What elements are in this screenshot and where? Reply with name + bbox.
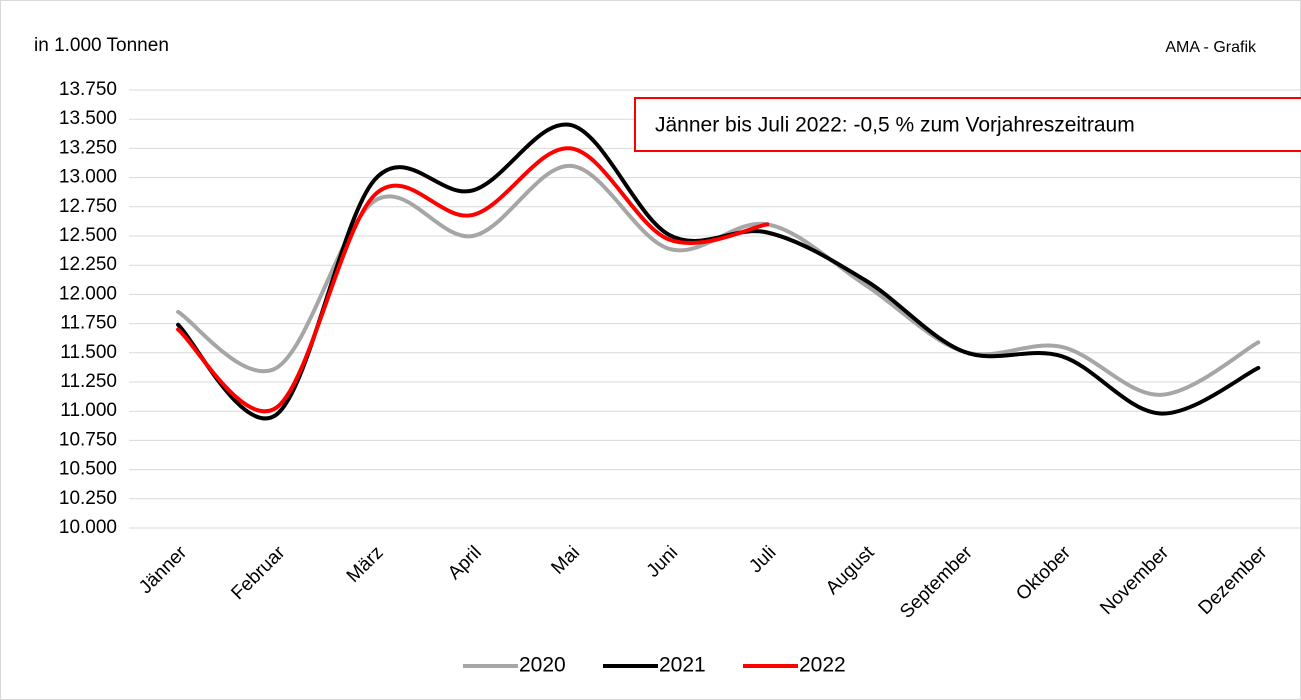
annotation: Jänner bis Juli 2022: -0,5 % zum Vorjahr… [655, 114, 1135, 137]
y-tick-label: 10.000 [59, 517, 117, 538]
y-tick-label: 12.500 [59, 225, 117, 246]
y-tick-label: 10.250 [59, 488, 117, 509]
y-tick-label: 13.000 [59, 167, 117, 188]
y-tick-label: 10.500 [59, 459, 117, 480]
legend-label: 2022 [799, 654, 846, 677]
line-series [176, 146, 770, 413]
y-tick-label: 12.000 [59, 283, 117, 304]
legend-label: 2021 [659, 654, 706, 677]
y-tick-label: 10.750 [59, 429, 117, 450]
y-tick-label: 11.750 [60, 313, 117, 334]
y-tick-label: 11.000 [60, 400, 117, 421]
y-tick-label: 12.750 [59, 196, 117, 217]
y-tick-label: 11.250 [60, 371, 117, 392]
unit-label: in 1.000 Tonnen [34, 35, 169, 56]
y-tick-label: 11.500 [60, 342, 117, 363]
y-tick-label: 13.750 [59, 79, 117, 100]
y-tick-label: 12.250 [59, 254, 117, 275]
y-tick-label: 13.500 [59, 108, 117, 129]
source: AMA - Grafik [1165, 39, 1257, 56]
y-tick-label: 13.250 [59, 137, 117, 158]
annotation-box [634, 97, 1301, 152]
legend-label: 2020 [519, 654, 566, 677]
